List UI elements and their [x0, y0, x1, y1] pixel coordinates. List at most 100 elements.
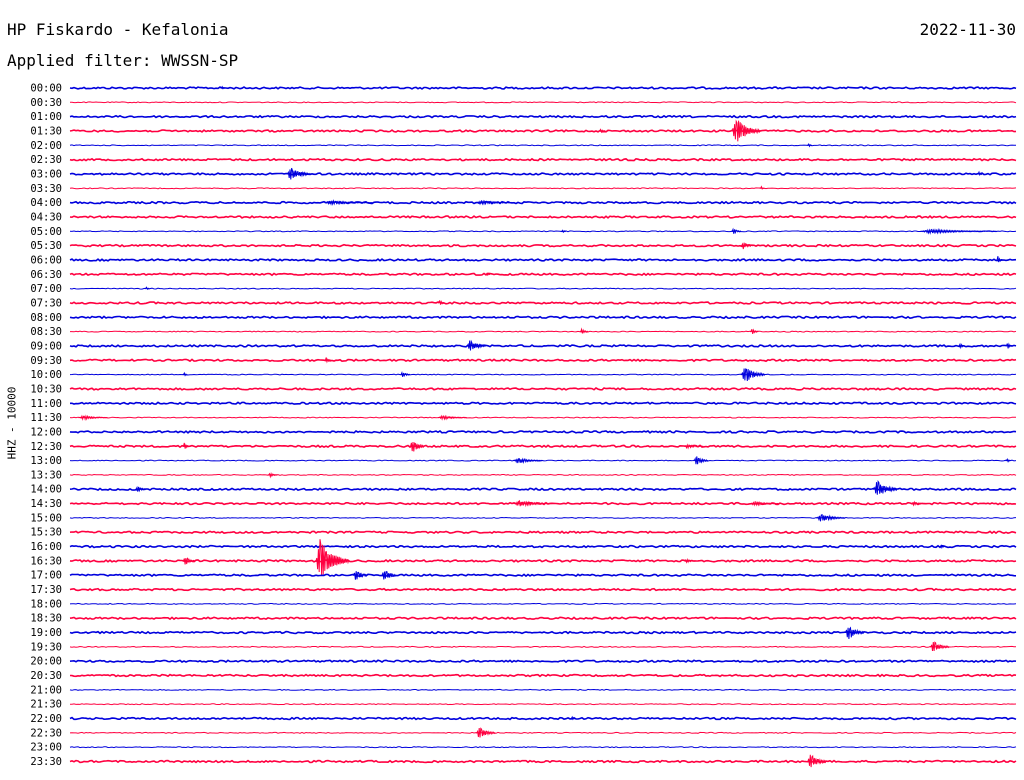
- time-label: 17:30: [30, 584, 62, 596]
- seismic-trace: [69, 416, 1017, 419]
- seismic-event: [939, 544, 947, 550]
- time-label: 14:30: [30, 498, 62, 510]
- seismic-event: [286, 167, 312, 180]
- seismic-event: [560, 229, 567, 234]
- seismic-trace: [69, 630, 1017, 635]
- seismic-event: [182, 442, 190, 449]
- seismic-trace: [69, 344, 1017, 348]
- seismic-trace: [69, 487, 1017, 492]
- time-label: 09:00: [30, 340, 62, 352]
- time-label: 11:00: [30, 398, 62, 410]
- time-label: 03:00: [30, 168, 62, 180]
- seismic-event: [1005, 342, 1013, 349]
- seismic-trace: [69, 731, 1017, 734]
- seismic-event: [844, 626, 865, 640]
- time-label: 00:30: [30, 97, 62, 109]
- time-label: 18:30: [30, 613, 62, 625]
- seismic-event: [381, 570, 397, 580]
- time-label: 13:30: [30, 469, 62, 481]
- time-label: 06:00: [30, 254, 62, 266]
- seismic-trace: [69, 315, 1017, 320]
- seismic-event: [513, 499, 553, 508]
- seismic-trace: [69, 759, 1017, 764]
- seismic-event: [750, 500, 780, 507]
- seismic-trace: [69, 144, 1016, 147]
- time-label: 04:00: [30, 197, 62, 209]
- seismic-event: [806, 143, 813, 148]
- seismic-event: [485, 272, 491, 277]
- station-title: HP Fiskardo - Kefalonia: [7, 20, 229, 39]
- seismic-event: [267, 472, 278, 479]
- seismic-trace: [69, 287, 1017, 290]
- seismic-event: [740, 242, 754, 250]
- seismic-trace: [69, 358, 1017, 363]
- seismic-trace: [69, 200, 1017, 205]
- seismic-event: [996, 256, 1004, 263]
- seismic-event: [816, 514, 846, 522]
- seismic-trace: [69, 659, 1017, 664]
- seismic-trace: [69, 559, 1017, 563]
- seismic-trace: [69, 157, 1017, 162]
- seismic-trace: [69, 230, 1017, 233]
- seismic-trace: [69, 258, 1017, 262]
- seismic-trace: [69, 573, 1017, 578]
- seismic-event: [1005, 457, 1011, 463]
- seismic-trace: [69, 373, 1017, 376]
- seismic-event: [683, 443, 704, 450]
- seismic-trace: [69, 688, 1017, 691]
- seismic-event: [759, 185, 765, 190]
- seismic-trace: [69, 444, 1017, 449]
- time-label: 15:30: [30, 527, 62, 539]
- seismic-trace: [69, 187, 1017, 190]
- seismic-trace: [69, 544, 1017, 549]
- seismic-trace: [70, 101, 1017, 104]
- time-label: 22:00: [30, 713, 62, 725]
- seismic-trace: [69, 459, 1017, 462]
- seismic-trace: [69, 114, 1017, 119]
- time-label: 05:00: [30, 226, 62, 238]
- time-label: 11:30: [30, 412, 62, 424]
- seismic-event: [750, 328, 759, 335]
- seismic-trace: [69, 703, 1017, 706]
- seismic-event: [683, 557, 697, 564]
- seismic-event: [466, 339, 487, 351]
- seismic-trace: [70, 401, 1017, 406]
- seismic-trace: [69, 243, 1017, 248]
- time-label: 02:00: [30, 140, 62, 152]
- seismic-trace: [69, 716, 1017, 721]
- seismic-event: [135, 485, 148, 493]
- seismic-trace: [69, 673, 1017, 678]
- seismic-event: [437, 300, 445, 305]
- time-label: 10:30: [30, 383, 62, 395]
- seismic-event: [409, 441, 425, 452]
- seismic-trace: [70, 330, 1017, 333]
- time-label: 03:30: [30, 183, 62, 195]
- time-label: 01:00: [30, 111, 62, 123]
- time-label: 09:30: [30, 355, 62, 367]
- seismic-trace: [69, 215, 1017, 219]
- time-label: 08:30: [30, 326, 62, 338]
- time-label: 13:00: [30, 455, 62, 467]
- seismic-event: [513, 457, 543, 464]
- time-label: 02:30: [30, 154, 62, 166]
- time-label: 12:30: [30, 441, 62, 453]
- time-label: 08:00: [30, 312, 62, 324]
- time-label: 21:00: [30, 684, 62, 696]
- filter-label: Applied filter: WWSSN-SP: [7, 51, 239, 70]
- seismic-event: [977, 170, 984, 177]
- seismic-trace: [69, 602, 1017, 605]
- seismic-event: [910, 500, 926, 507]
- time-label: 14:00: [30, 484, 62, 496]
- time-label: 16:30: [30, 555, 62, 567]
- seismic-trace: [69, 129, 1017, 133]
- time-label: 21:30: [30, 699, 62, 711]
- seismic-event: [400, 370, 411, 378]
- time-label: 04:30: [30, 211, 62, 223]
- time-label: 23:30: [30, 756, 62, 768]
- time-label: 23:00: [30, 742, 62, 754]
- seismic-trace: [69, 616, 1017, 621]
- time-label: 07:30: [30, 297, 62, 309]
- seismic-event: [324, 199, 373, 206]
- seismic-event: [182, 557, 196, 565]
- seismic-event: [475, 199, 515, 206]
